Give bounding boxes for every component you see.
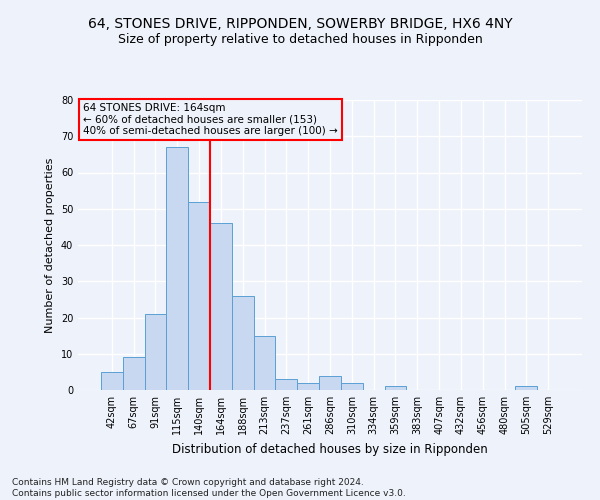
Y-axis label: Number of detached properties: Number of detached properties (45, 158, 55, 332)
Text: 64 STONES DRIVE: 164sqm
← 60% of detached houses are smaller (153)
40% of semi-d: 64 STONES DRIVE: 164sqm ← 60% of detache… (83, 103, 338, 136)
Bar (515, 386, 537, 390)
Bar (232, 296, 254, 390)
Bar (210, 223, 232, 390)
Bar (188, 202, 210, 390)
Text: 64, STONES DRIVE, RIPPONDEN, SOWERBY BRIDGE, HX6 4NY: 64, STONES DRIVE, RIPPONDEN, SOWERBY BRI… (88, 18, 512, 32)
Bar (341, 383, 363, 390)
Bar (145, 314, 166, 390)
Bar (297, 383, 319, 390)
Bar (254, 336, 275, 390)
Bar (319, 376, 341, 390)
Bar (101, 372, 123, 390)
Bar (166, 147, 188, 390)
Bar (275, 379, 297, 390)
X-axis label: Distribution of detached houses by size in Ripponden: Distribution of detached houses by size … (172, 442, 488, 456)
Text: Contains HM Land Registry data © Crown copyright and database right 2024.
Contai: Contains HM Land Registry data © Crown c… (12, 478, 406, 498)
Text: Size of property relative to detached houses in Ripponden: Size of property relative to detached ho… (118, 32, 482, 46)
Bar (385, 386, 406, 390)
Bar (123, 358, 145, 390)
